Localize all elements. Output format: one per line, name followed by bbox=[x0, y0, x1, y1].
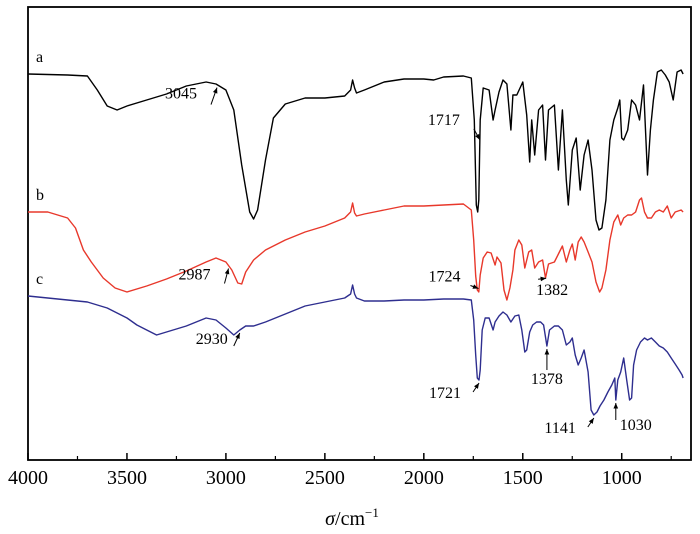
series-line-a bbox=[27, 69, 684, 231]
x-tick-label: 2000 bbox=[404, 467, 444, 489]
annotation-label: 1382 bbox=[536, 282, 568, 299]
x-tick-label: 1500 bbox=[503, 467, 543, 489]
annotations-layer: 3045 1717 2987 1724 1382 2930 1721 1378 1141 1030 bbox=[165, 86, 652, 437]
series-line-b bbox=[28, 197, 684, 301]
annotation-label: 1721 bbox=[429, 385, 461, 402]
x-axis-title: σ/cm−1 bbox=[325, 505, 379, 530]
annotation-label: 1378 bbox=[531, 371, 563, 388]
x-axis-title-variable: σ bbox=[325, 508, 336, 530]
annotation-label: 2987 bbox=[178, 266, 210, 283]
series-layer bbox=[27, 69, 684, 416]
annotation-arrowhead bbox=[588, 418, 594, 424]
series-tag-c: c bbox=[36, 271, 43, 288]
annotation-arrowhead bbox=[235, 333, 240, 339]
annotation-arrowhead bbox=[212, 87, 218, 94]
annotation-label: 2930 bbox=[196, 331, 228, 348]
x-axis: 4000 3500 3000 2500 2000 1500 1000 bbox=[8, 453, 672, 489]
annotation-arrowhead bbox=[224, 268, 230, 275]
series-tags-layer: a b c bbox=[36, 49, 44, 288]
annotation-arrowhead bbox=[544, 349, 550, 355]
annotation-label: 1717 bbox=[428, 112, 460, 129]
annotation-arrowhead bbox=[540, 276, 547, 282]
series-tag-a: a bbox=[36, 49, 43, 66]
x-axis-title-unit: /cm bbox=[335, 508, 365, 530]
plot-frame bbox=[27, 6, 692, 461]
annotation-arrowhead bbox=[613, 403, 619, 409]
annotation-arrowhead bbox=[475, 133, 480, 140]
annotation-arrowhead bbox=[474, 383, 480, 389]
x-tick-label: 2500 bbox=[305, 467, 345, 489]
x-tick-label: 3000 bbox=[206, 467, 246, 489]
series-line-c bbox=[27, 284, 684, 416]
x-tick-label: 3500 bbox=[107, 467, 147, 489]
annotation-arrowhead bbox=[472, 284, 479, 289]
x-axis-title-exponent: −1 bbox=[365, 505, 379, 520]
series-tag-b: b bbox=[36, 187, 44, 204]
x-tick-label: 1000 bbox=[602, 467, 642, 489]
annotation-label: 3045 bbox=[165, 86, 197, 103]
annotation-label: 1724 bbox=[428, 269, 460, 286]
annotation-label: 1030 bbox=[620, 417, 652, 434]
x-tick-label: 4000 bbox=[8, 467, 48, 489]
annotation-label: 1141 bbox=[544, 420, 575, 437]
